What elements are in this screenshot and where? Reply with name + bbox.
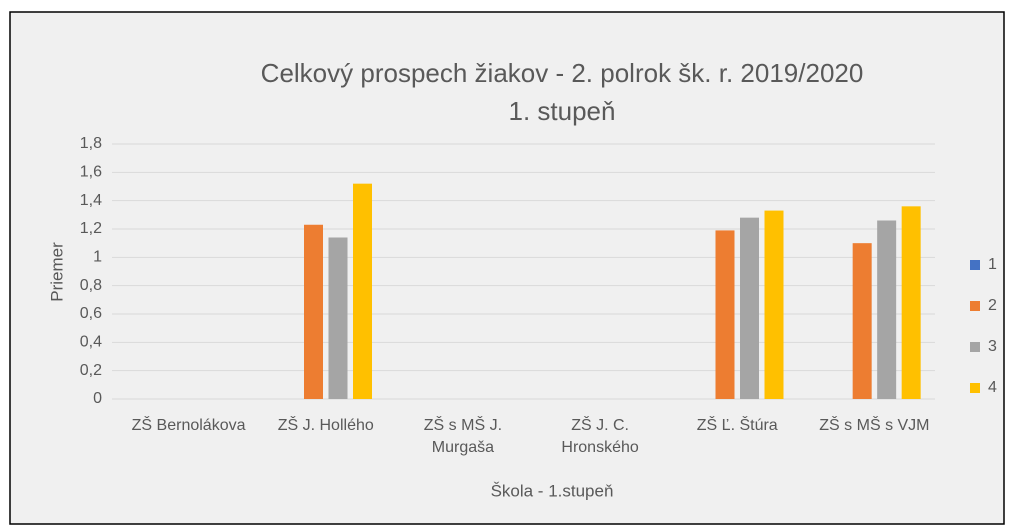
bar <box>353 183 372 399</box>
y-tick-label: 0,2 <box>80 362 102 379</box>
y-tick-label: 0,8 <box>80 277 102 294</box>
y-tick-label: 1,8 <box>80 135 102 152</box>
x-tick-label: ZŠ Bernolákova <box>131 417 246 434</box>
x-tick-label: ZŠ s MŠ J. Murgaša <box>423 417 503 456</box>
y-tick-label: 1,2 <box>80 220 102 237</box>
bar <box>740 217 759 399</box>
legend-swatch <box>970 383 980 393</box>
legend-swatch <box>970 260 980 270</box>
y-tick-label: 1 <box>93 249 102 266</box>
y-tick-label: 0,6 <box>80 305 102 322</box>
legend-label: 3 <box>988 338 997 355</box>
legend-label: 2 <box>988 297 997 314</box>
bar <box>715 230 735 399</box>
bar <box>901 206 921 399</box>
legend-label: 1 <box>988 256 997 273</box>
x-tick-label: ZŠ Ľ. Štúra <box>696 417 778 434</box>
bar <box>764 210 784 399</box>
bar <box>877 220 897 399</box>
y-tick-label: 1,4 <box>80 192 102 209</box>
y-axis-label: Priemer <box>47 242 66 302</box>
legend-label: 4 <box>988 379 997 396</box>
bar <box>852 243 872 399</box>
x-tick-label: ZŠ J. Hollého <box>277 417 374 434</box>
bar <box>328 237 348 399</box>
y-tick-label: 1,6 <box>80 164 102 181</box>
chart-frame <box>9 11 1005 525</box>
legend-swatch <box>970 342 980 352</box>
chart-title: Celkový prospech žiakov - 2. polrok šk. … <box>261 58 864 88</box>
x-axis-label: Škola - 1.stupeň <box>491 481 614 500</box>
bar <box>304 224 323 399</box>
chart-subtitle: 1. stupeň <box>509 96 616 126</box>
y-tick-label: 0 <box>93 390 102 407</box>
legend-swatch <box>970 301 980 311</box>
x-tick-label: ZŠ J. C. Hronského <box>561 417 639 456</box>
y-tick-label: 0,4 <box>80 334 102 351</box>
x-tick-label: ZŠ s MŠ s VJM <box>819 417 930 434</box>
